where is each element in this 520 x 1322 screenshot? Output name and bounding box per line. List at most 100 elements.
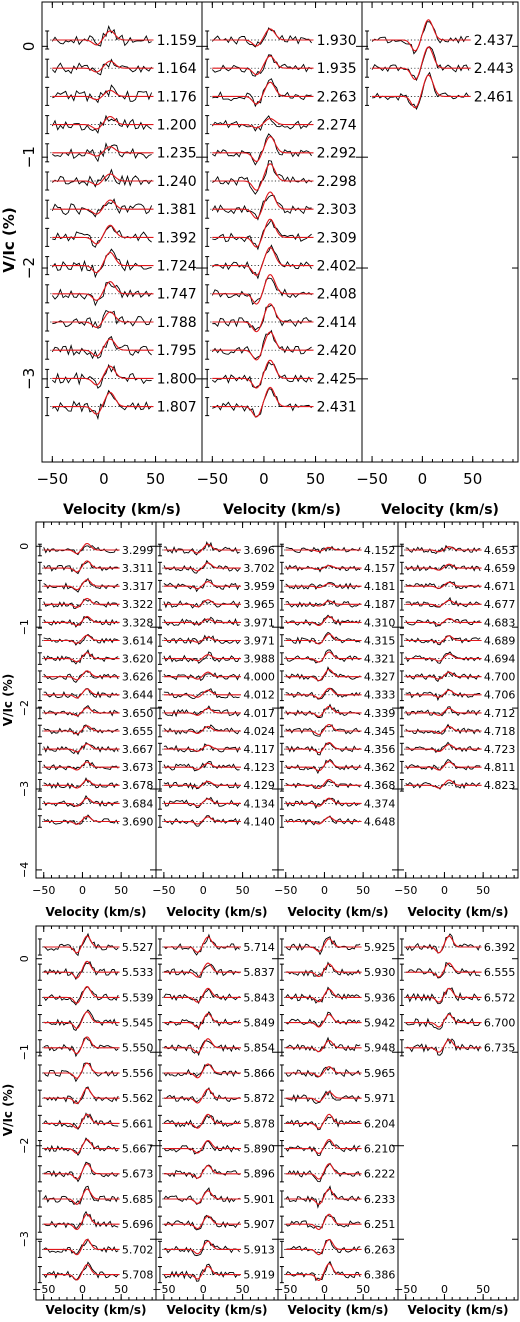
- x-axis-label: Velocity (km/s): [45, 905, 146, 919]
- x-tick-label: −50: [36, 470, 68, 488]
- phase-label: 4.157: [364, 562, 396, 575]
- model-profile: [43, 743, 120, 753]
- panel-3-column-3: −50 0 50 Velocity (km/s) 5.925 5.930 5.936 5.94…: [274, 925, 399, 1317]
- phase-label: 1.807: [157, 400, 197, 416]
- phase-label: 5.919: [243, 1268, 275, 1281]
- model-profile: [372, 19, 471, 52]
- profile-4.823: 4.823: [399, 779, 515, 792]
- model-profile: [212, 274, 314, 305]
- model-profile: [163, 689, 241, 698]
- model-profile: [163, 1265, 241, 1280]
- profile-4.140: 4.140: [157, 815, 275, 828]
- model-profile: [163, 636, 241, 643]
- profile-4.694: 4.694: [399, 651, 515, 665]
- x-tick-label: 50: [356, 1283, 370, 1296]
- x-axis-label: Velocity (km/s): [63, 502, 181, 518]
- phase-label: 4.017: [243, 707, 275, 720]
- phase-label: 3.965: [243, 598, 275, 611]
- phase-label: 4.129: [243, 779, 275, 792]
- observed-profile: [43, 615, 119, 628]
- profile-4.129: 4.129: [157, 779, 275, 792]
- profile-2.298: 2.298: [205, 160, 357, 195]
- phase-label: 4.152: [364, 544, 396, 557]
- y-tick-label: −1: [20, 146, 38, 168]
- y-tick-label: −4: [18, 862, 31, 878]
- model-profile: [43, 1188, 120, 1205]
- phase-label: 5.527: [122, 941, 154, 954]
- profile-5.913: 5.913: [157, 1239, 275, 1258]
- observed-profile: [285, 1215, 361, 1229]
- phase-label: 2.298: [317, 174, 357, 190]
- panel-3-column-2: −50 0 50 Velocity (km/s) 5.714 5.837 5.843 5.84…: [152, 925, 279, 1317]
- x-tick-label: 50: [356, 884, 370, 897]
- observed-profile: [163, 796, 240, 809]
- phase-label: 3.690: [122, 815, 154, 828]
- model-profile: [285, 988, 362, 1003]
- model-profile: [163, 744, 241, 752]
- phase-label: 3.620: [122, 652, 154, 665]
- profile-5.837: 5.837: [157, 962, 275, 981]
- profile-6.233: 6.233: [279, 1185, 395, 1209]
- phase-label: 1.930: [317, 33, 357, 49]
- observed-profile: [405, 596, 481, 608]
- model-profile: [285, 1263, 362, 1281]
- phase-label: 3.684: [122, 797, 154, 810]
- observed-profile: [43, 961, 119, 981]
- profile-5.925: 5.925: [279, 936, 396, 956]
- profile-3.317: 3.317: [37, 577, 153, 593]
- model-profile: [212, 55, 314, 76]
- profile-6.263: 6.263: [279, 1238, 395, 1258]
- phase-label: 4.374: [364, 797, 396, 810]
- profile-5.942: 5.942: [279, 1011, 395, 1032]
- plot-frame: [397, 521, 519, 879]
- phase-label: 5.696: [122, 1218, 154, 1231]
- profile-1.159: 1.159: [45, 25, 197, 50]
- phase-label: 1.747: [157, 287, 197, 303]
- phase-label: 3.650: [122, 707, 154, 720]
- phase-label: 1.788: [157, 315, 197, 331]
- phase-label: 4.339: [364, 707, 396, 720]
- observed-profile: [163, 1239, 240, 1257]
- profile-5.539: 5.539: [37, 985, 153, 1006]
- profile-4.333: 4.333: [279, 687, 395, 702]
- phase-label: 4.683: [484, 616, 516, 629]
- x-tick-label: 50: [114, 884, 128, 897]
- observed-profile: [285, 797, 361, 809]
- panel-3-column-4: −50 0 50 Velocity (km/s) 6.392 6.555 6.572 6.70…: [394, 925, 519, 1317]
- profile-1.240: 1.240: [45, 168, 197, 191]
- model-profile: [163, 1088, 241, 1104]
- observed-profile: [43, 670, 119, 684]
- phase-label: 3.673: [122, 761, 154, 774]
- phase-label: 4.706: [484, 689, 516, 702]
- observed-profile: [43, 1185, 119, 1206]
- observed-profile: [163, 1263, 240, 1282]
- model-profile: [43, 935, 120, 954]
- panel-2-column-1: −50 0 50 Velocity (km/s) 3.299 3.311 3.317 3.32…: [32, 521, 157, 919]
- phase-label: 4.181: [364, 580, 396, 593]
- profile-5.907: 5.907: [157, 1214, 275, 1233]
- profile-4.653: 4.653: [399, 543, 515, 557]
- y-tick-label: −1: [18, 619, 31, 635]
- profile-4.718: 4.718: [399, 723, 515, 738]
- phase-label: 4.671: [484, 580, 516, 593]
- phase-label: 3.626: [122, 671, 154, 684]
- profile-1.800: 1.800: [45, 363, 197, 389]
- x-tick-label: −50: [152, 884, 175, 897]
- profile-5.673: 5.673: [37, 1161, 153, 1183]
- profile-6.251: 6.251: [279, 1213, 395, 1233]
- profile-4.374: 4.374: [279, 797, 396, 810]
- phase-label: 3.678: [122, 779, 154, 792]
- model-profile: [163, 1139, 241, 1154]
- observed-profile: [43, 688, 119, 700]
- x-tick-label: 50: [146, 470, 165, 488]
- profile-3.971: 3.971: [157, 634, 275, 647]
- model-profile: [43, 688, 120, 699]
- profile-2.309: 2.309: [205, 218, 357, 251]
- y-tick-label: −3: [20, 368, 38, 390]
- model-profile: [285, 687, 362, 699]
- observed-profile: [163, 559, 240, 574]
- model-profile: [212, 303, 314, 333]
- x-tick-label: 50: [306, 470, 325, 488]
- phase-label: 1.240: [157, 174, 197, 190]
- phase-label: 5.925: [364, 941, 396, 954]
